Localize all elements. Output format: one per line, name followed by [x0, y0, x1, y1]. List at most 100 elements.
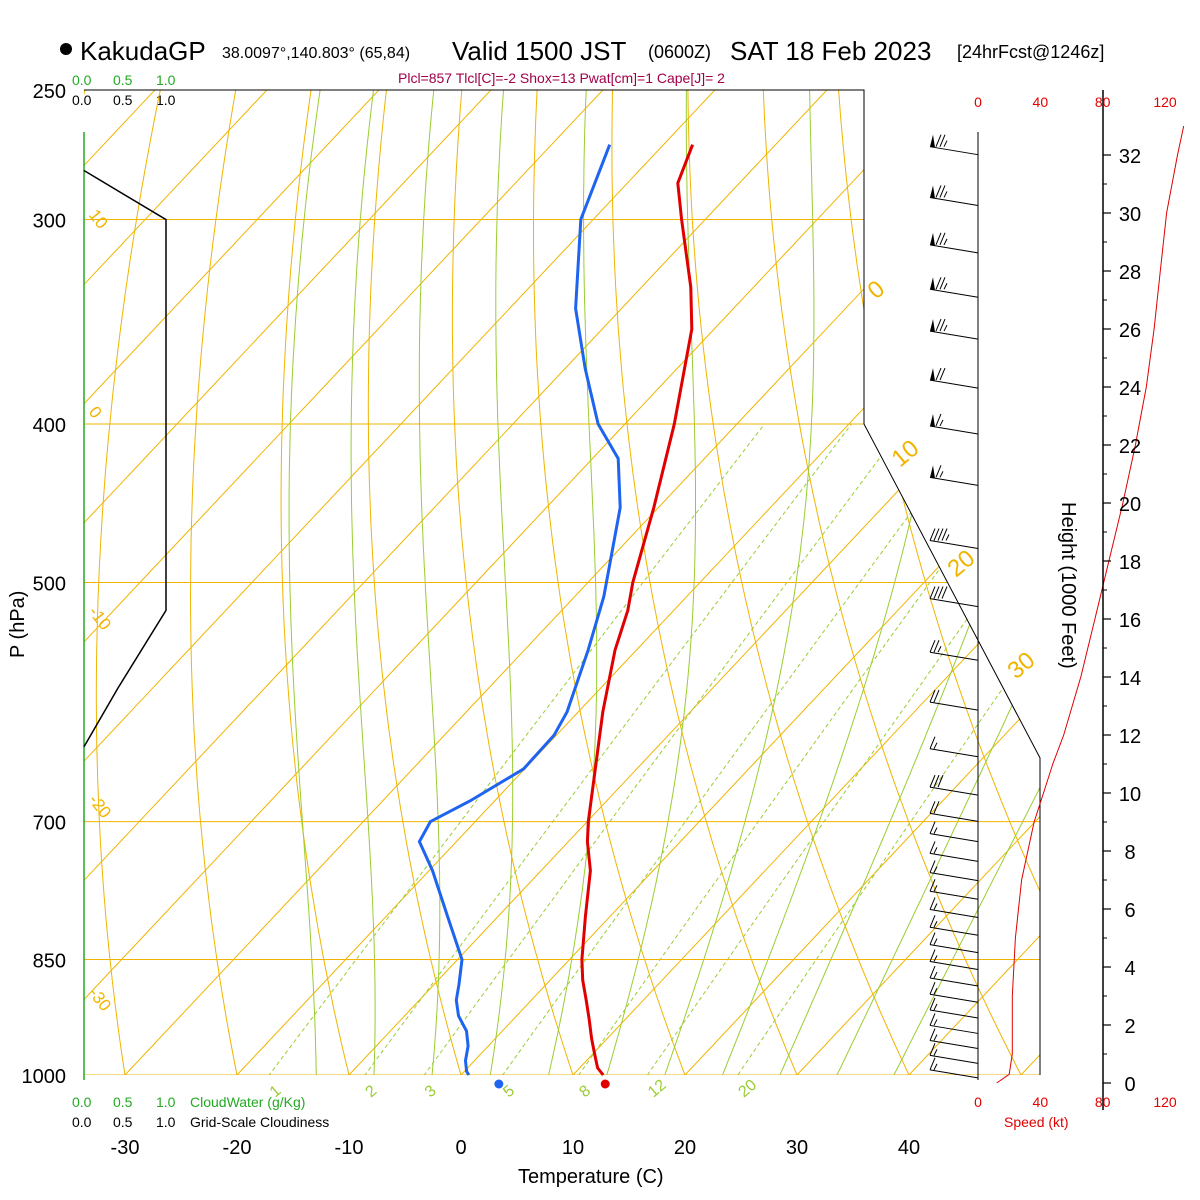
speed-scale-bottom: 0 40 80 120 [974, 1094, 1177, 1110]
isotherm-label-right: 0 [863, 275, 891, 304]
barb-half [933, 827, 938, 834]
barb-full [929, 982, 936, 995]
speed-tick-label: 0 [974, 94, 982, 110]
wind-barb [929, 821, 979, 843]
barb-staff [929, 1024, 979, 1034]
isotherm-40 [876, 90, 1040, 1075]
barb-staff [929, 872, 979, 882]
wind-barb [929, 774, 979, 796]
barb-full [929, 897, 936, 910]
wind-barb [929, 232, 979, 254]
moist-adiabat-15 [595, 90, 696, 1075]
dry-adiabat--10 [280, 90, 359, 1075]
cloudwater-scale-top: 0.0 0.5 1.0 [72, 72, 176, 88]
height-tick-label: 16 [1119, 610, 1141, 632]
barb-full [929, 860, 936, 873]
wind-barbs [929, 134, 979, 1079]
temperature-tick-label: 30 [786, 1137, 808, 1159]
pressure-tick-label: 850 [33, 951, 66, 973]
barb-full [933, 586, 940, 599]
mixing-ratio-label: 8 [576, 1082, 594, 1101]
wind-barb [929, 1028, 979, 1050]
svg-text:0.0: 0.0 [72, 1114, 92, 1130]
barb-full [933, 801, 940, 814]
barb-full [929, 801, 936, 814]
svg-text:0.5: 0.5 [113, 1094, 133, 1110]
barb-staff [929, 833, 979, 843]
temperature-tick-label: 0 [455, 1137, 466, 1159]
moist-adiabat-35 [819, 90, 1040, 1075]
barb-half [933, 1003, 938, 1011]
mixing-ratio-line-12 [622, 423, 1040, 1075]
barb-half [937, 645, 942, 653]
svg-text:1.0: 1.0 [156, 1094, 176, 1110]
surface-dewpoint-marker [494, 1079, 504, 1089]
svg-text:0.0: 0.0 [72, 1094, 92, 1110]
isotherm--80 [84, 90, 519, 1075]
barb-full [929, 689, 936, 703]
barb-full [935, 277, 942, 290]
barb-staff [929, 1069, 979, 1079]
svg-text:1.0: 1.0 [156, 92, 176, 108]
barb-full [935, 367, 942, 381]
isotherm-10 [540, 90, 1040, 1075]
isotherm-50 [988, 90, 1040, 1075]
barb-half [933, 1019, 938, 1026]
wind-barb [929, 841, 979, 862]
isotherm-label-right: 10 [887, 435, 925, 473]
pressure-ticks: 250 300 400 500 700 850 1000 [22, 81, 67, 1088]
isotherm--50 [84, 90, 855, 1075]
height-tick-label: 26 [1119, 320, 1141, 342]
station-name: KakudaGP [80, 36, 206, 66]
barb-full [929, 915, 936, 928]
barb-full [935, 465, 942, 478]
barb-full [939, 318, 946, 332]
barb-full [929, 965, 936, 979]
wind-barb [929, 689, 979, 711]
barb-staff [929, 379, 979, 389]
moist-adiabat--5 [350, 90, 378, 1075]
isotherm-label-left: -30 [85, 984, 115, 1015]
stability-indices: Plcl=857 Tlcl[C]=-2 Shox=13 Pwat[cm]=1 C… [398, 70, 725, 86]
barb-half [943, 283, 948, 290]
barb-full [937, 774, 944, 788]
wind-barb [929, 1013, 979, 1034]
temperature-tick-label: -10 [335, 1137, 364, 1159]
wind-barb [929, 1043, 979, 1064]
barb-full [941, 586, 948, 599]
wind-barb [929, 879, 979, 900]
svg-text:CloudWater (g/Kg): CloudWater (g/Kg) [190, 1094, 305, 1110]
pressure-tick-label: 1000 [22, 1066, 67, 1088]
svg-text:0.5: 0.5 [113, 92, 133, 108]
valid-utc: (0600Z) [648, 42, 711, 62]
dry-adiabat-20 [533, 90, 699, 1075]
barb-staff [929, 1040, 979, 1050]
barb-full [929, 586, 936, 599]
wind-barb [929, 413, 979, 435]
isobar-lines [84, 90, 1040, 1075]
speed-tick-label: 120 [1153, 94, 1177, 110]
moist-adiabat-40 [875, 90, 1040, 1075]
barb-staff [929, 993, 979, 1003]
barb-staff [929, 944, 979, 954]
pressure-axis-label: P (hPa) [7, 591, 29, 658]
barb-full [929, 528, 936, 541]
temperature-tick-label: -20 [223, 1137, 252, 1159]
wind-barb [929, 801, 979, 822]
cloudiness-scale-top: 0.0 0.5 1.0 [72, 92, 176, 108]
barb-full [935, 232, 942, 246]
height-tick-label: 20 [1119, 494, 1141, 516]
wind-barb [929, 860, 979, 882]
barb-full [929, 1043, 936, 1056]
isotherm-20 [652, 90, 1040, 1075]
isotherm--100 [84, 90, 295, 1075]
mixing-ratio-label: 12 [645, 1077, 670, 1102]
barb-full [929, 774, 936, 788]
wind-barb [929, 897, 979, 919]
barb-full [929, 879, 936, 892]
barb-staff [929, 748, 979, 758]
wind-barb [929, 915, 979, 936]
barb-full [939, 185, 946, 198]
barb-half [945, 534, 950, 541]
